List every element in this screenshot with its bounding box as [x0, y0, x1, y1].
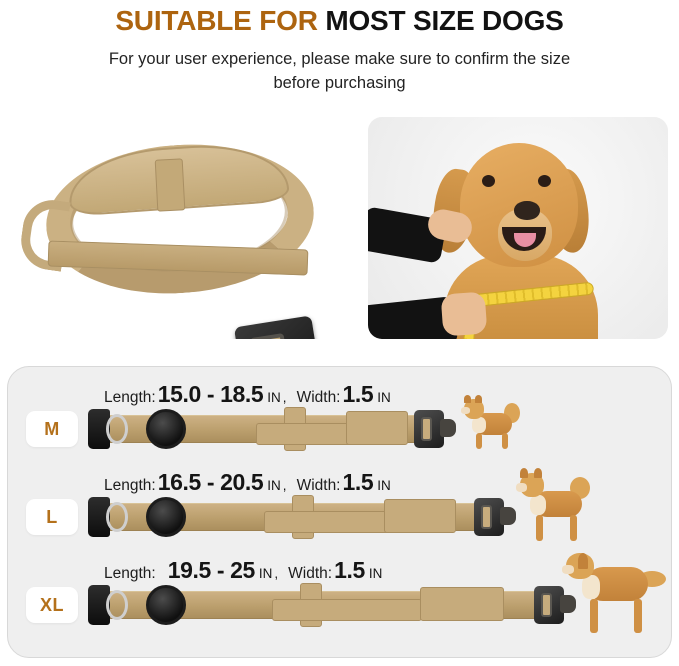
length-label-xl: Length: — [104, 565, 156, 582]
collar-endcap-l — [88, 497, 110, 537]
dog-size-icon-xl — [562, 545, 670, 639]
buckle-nub-l — [500, 507, 516, 525]
buckle-slot-xl — [541, 593, 552, 617]
collar-illustration:  — [8, 117, 353, 339]
length-unit-xl: IN — [258, 566, 273, 581]
size-row-l: Length: 16.5 - 20.5 IN , Width: 1.5 IN L — [8, 463, 671, 551]
length-unit-m: IN — [267, 390, 281, 405]
dimensions-text-xl: Length: 19.5 - 25 IN , Width: 1.5 IN — [104, 557, 382, 583]
size-badge-l[interactable]: L — [26, 499, 78, 535]
page-title-plain: MOST SIZE DOGS — [325, 5, 564, 36]
dog-eye-left — [482, 175, 495, 187]
width-unit-xl: IN — [368, 566, 383, 581]
dog-size-icon-l — [516, 468, 600, 545]
page-title-accent: SUITABLE FOR — [115, 5, 318, 36]
dims-comma-m: , — [282, 390, 287, 405]
person-hand-lower — [440, 291, 488, 337]
width-value-m: 1.5 — [342, 381, 374, 407]
dims-comma-l: , — [282, 478, 287, 493]
width-value-l: 1.5 — [342, 469, 374, 495]
collar-loop-b-xl — [272, 599, 422, 621]
buckle-nub-m — [440, 419, 456, 437]
page-title: SUITABLE FOR MOST SIZE DOGS — [0, 4, 679, 38]
size-badge-m[interactable]: M — [26, 411, 78, 447]
quick-release-buckle — [233, 315, 325, 339]
width-label-l: Width: — [296, 477, 341, 494]
collar-flat-m — [88, 407, 456, 451]
dimensions-text-m: Length: 15.0 - 18.5 IN , Width: 1.5 IN — [104, 381, 391, 407]
length-value-l: 16.5 - 20.5 — [157, 469, 264, 495]
collar-product-photo:  — [8, 117, 353, 339]
dims-comma-xl: , — [274, 566, 279, 581]
header: SUITABLE FOR MOST SIZE DOGS For your use… — [0, 0, 679, 95]
airtag-holder-m — [146, 409, 186, 449]
dog-eye-right — [538, 175, 551, 187]
buckle-slot — [249, 332, 288, 339]
d-ring-m — [106, 414, 128, 444]
velcro-patch — [154, 158, 186, 212]
airtag-holder-xl — [146, 585, 186, 625]
dimensions-text-l: Length: 16.5 - 20.5 IN , Width: 1.5 IN — [104, 469, 391, 495]
collar-loop-c-m — [346, 411, 408, 445]
width-unit-l: IN — [377, 478, 391, 493]
size-badge-xl[interactable]: XL — [26, 587, 78, 623]
page-subtitle: For your user experience, please make su… — [108, 50, 571, 92]
buckle-m — [414, 410, 444, 448]
length-label-m: Length: — [104, 389, 156, 406]
collar-endcap-xl — [88, 585, 110, 625]
size-chart-panel: Length: 15.0 - 18.5 IN , Width: 1.5 IN M — [7, 366, 672, 658]
dog-size-icon-m — [460, 393, 522, 451]
length-value-xl: 19.5 - 25 — [167, 557, 256, 583]
d-ring-xl — [106, 590, 128, 620]
collar-loop-c-xl — [420, 587, 504, 621]
buckle-slot-l — [481, 505, 492, 529]
buckle-slot-m — [421, 417, 432, 441]
width-value-xl: 1.5 — [334, 557, 365, 583]
length-unit-l: IN — [267, 478, 281, 493]
size-row-xl: Length: 19.5 - 25 IN , Width: 1.5 IN XL — [8, 551, 671, 639]
width-unit-m: IN — [377, 390, 391, 405]
collar-endcap-m — [88, 409, 110, 449]
length-label-l: Length: — [104, 477, 156, 494]
dog-measuring-photo — [368, 117, 668, 339]
length-value-m: 15.0 - 18.5 — [157, 381, 264, 407]
dog-nose — [514, 201, 540, 220]
dog-tongue — [514, 233, 536, 247]
buckle-xl — [534, 586, 564, 624]
collar-flat-xl — [88, 583, 576, 627]
d-ring-l — [106, 502, 128, 532]
width-label-xl: Width: — [288, 565, 333, 582]
photo-row:  — [0, 109, 679, 347]
buckle-nub-xl — [560, 595, 576, 613]
collar-flat-l — [88, 495, 516, 539]
airtag-holder-l — [146, 497, 186, 537]
width-label-m: Width: — [296, 389, 341, 406]
buckle-l — [474, 498, 504, 536]
collar-loop-c-l — [384, 499, 456, 533]
collar-loop-b-l — [264, 511, 398, 533]
size-row-m: Length: 15.0 - 18.5 IN , Width: 1.5 IN M — [8, 375, 671, 463]
